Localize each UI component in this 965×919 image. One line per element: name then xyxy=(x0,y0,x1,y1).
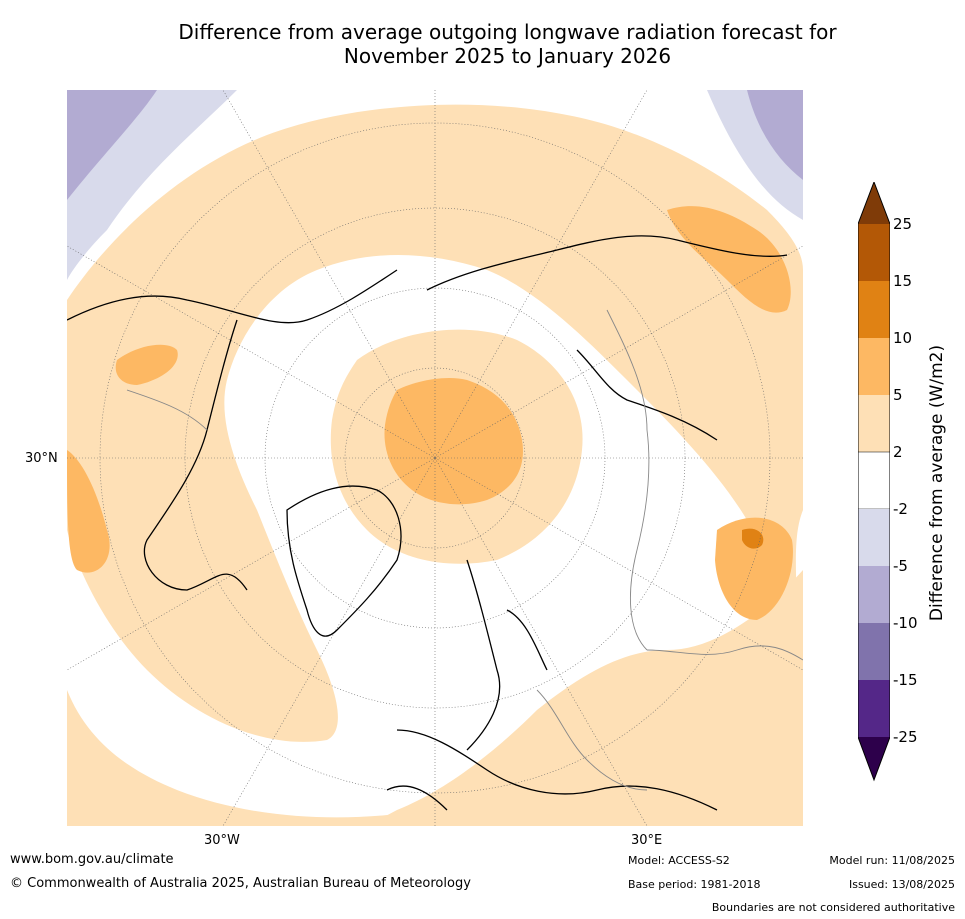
colorbar-outline xyxy=(858,182,890,782)
anomaly-region-neg-5-10-ne xyxy=(747,90,803,180)
longitude-label-30w: 30°W xyxy=(204,833,240,848)
anomaly-region-5-10-siberia xyxy=(667,206,791,313)
colorbar-title: Difference from average (W/m2) xyxy=(927,344,947,622)
colorbar-bin-neg5-neg10 xyxy=(858,566,890,623)
coastline-siberia xyxy=(426,235,788,441)
longitude-label-30e: 30°E xyxy=(631,833,663,848)
anomaly-region-5-10-pacific xyxy=(67,450,110,573)
colorbar-bin-10-15 xyxy=(858,281,890,338)
colorbar-extend-top xyxy=(858,182,890,224)
colorbar-bin-5-10 xyxy=(858,338,890,395)
coastline-europe xyxy=(386,729,718,811)
title-line-1: Difference from average outgoing longwav… xyxy=(178,20,837,44)
anomaly-region-2-5-outer xyxy=(67,104,803,826)
latitude-circle-80 xyxy=(344,367,526,549)
graticule xyxy=(67,90,803,826)
colorbar-tick-15: 15 xyxy=(893,272,913,290)
colorbar-bin-neg2-neg5 xyxy=(858,509,890,566)
colorbar-tick-neg15: -15 xyxy=(893,671,918,689)
chart-title: Difference from average outgoing longwav… xyxy=(100,20,915,68)
border-central-asia xyxy=(646,645,803,661)
anomaly-region-5-10-pacific-2 xyxy=(115,344,178,385)
boundaries-note: Boundaries are not considered authoritat… xyxy=(711,901,955,914)
colorbar-bin-neutral xyxy=(858,451,890,510)
model-name: Model: ACCESS-S2 xyxy=(628,854,730,867)
latitude-label-30n: 30°N xyxy=(25,451,58,466)
coastline-greenland xyxy=(286,485,402,637)
colorbar-extend-bottom xyxy=(858,737,890,780)
colorbar-tick-neg2: -2 xyxy=(893,500,908,518)
issued-date: Issued: 13/08/2025 xyxy=(848,878,955,891)
coastline-north-america xyxy=(67,269,398,591)
anomaly-region-2-5-europe xyxy=(367,570,803,826)
polar-map xyxy=(67,90,803,826)
border-canada-us xyxy=(126,389,208,431)
anomaly-region-5-10-asia xyxy=(715,517,793,620)
anomaly-region-5-10-arctic xyxy=(384,378,523,505)
copyright-text: © Commonwealth of Australia 2025, Austra… xyxy=(10,876,471,891)
base-period: Base period: 1981-2018 xyxy=(628,878,761,891)
coastlines xyxy=(67,235,788,811)
colorbar-tick-neg10: -10 xyxy=(893,614,918,632)
colorbar-bin-neg10-neg15 xyxy=(858,623,890,680)
model-run-date: Model run: 11/08/2025 xyxy=(829,854,955,867)
colorbar-tick-5: 5 xyxy=(893,386,903,404)
country-borders xyxy=(126,309,803,791)
colorbar-bin-15-25 xyxy=(858,224,890,281)
colorbar-bin-neg15-neg25 xyxy=(858,680,890,737)
coastline-scandinavia xyxy=(466,559,548,751)
colorbar-bin-2-5 xyxy=(858,395,890,452)
border-russia-west xyxy=(606,309,650,651)
website-link[interactable]: www.bom.gov.au/climate xyxy=(10,852,174,867)
colorbar-tick-25: 25 xyxy=(893,215,913,233)
colorbar-tick-neg5: -5 xyxy=(893,557,908,575)
colorbar-tick-2: 2 xyxy=(893,443,903,461)
colorbar-tick-neg25: -25 xyxy=(893,728,918,746)
title-line-2: November 2025 to January 2026 xyxy=(343,44,672,68)
border-europe-east xyxy=(536,689,648,791)
anomaly-region-10-15-asia xyxy=(742,528,764,549)
anomaly-region-neg-5-10-nw xyxy=(67,90,157,200)
colorbar xyxy=(858,182,890,782)
colorbar-tick-10: 10 xyxy=(893,329,913,347)
